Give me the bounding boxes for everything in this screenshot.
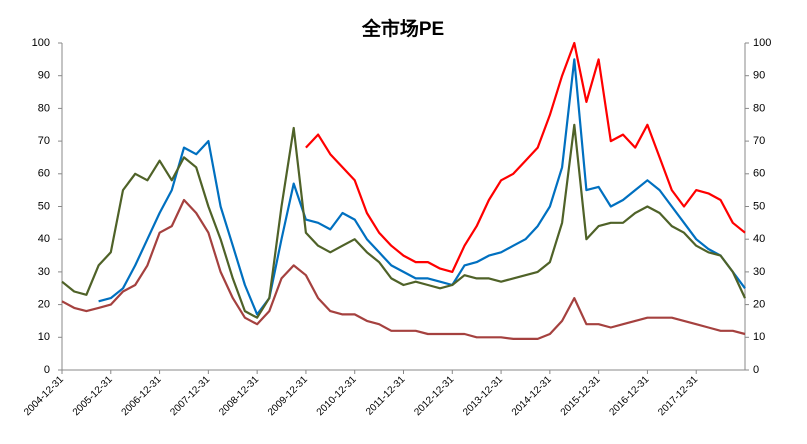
y-tick-label: 0 (44, 364, 50, 376)
series-line (98, 58, 746, 316)
y2-tick-label: 40 (753, 233, 765, 245)
series-line (305, 41, 746, 273)
x-tick-label: 2005-12-31 (71, 374, 115, 418)
y-tick-label: 20 (38, 299, 50, 311)
x-tick-label: 2012-12-31 (412, 374, 456, 418)
y2-tick-label: 100 (753, 37, 771, 49)
y2-tick-label: 70 (753, 135, 765, 147)
series-line (61, 123, 746, 319)
x-tick-label: 2004-12-31 (22, 374, 66, 418)
y2-tick-label: 30 (753, 266, 765, 278)
y-tick-label: 30 (38, 266, 50, 278)
y2-tick-label: 90 (753, 70, 765, 82)
x-tick-label: 2015-12-31 (559, 374, 603, 418)
y2-tick-label: 50 (753, 200, 765, 212)
y2-tick-label: 20 (753, 299, 765, 311)
y2-tick-label: 0 (753, 364, 759, 376)
y2-tick-label: 60 (753, 168, 765, 180)
x-tick-label: 2017-12-31 (656, 374, 700, 418)
y2-tick-label: 10 (753, 331, 765, 343)
x-tick-label: 2009-12-31 (266, 374, 310, 418)
y-tick-label: 70 (38, 135, 50, 147)
x-tick-label: 2016-12-31 (607, 374, 651, 418)
y-tick-label: 100 (32, 37, 50, 49)
y-tick-label: 90 (38, 70, 50, 82)
x-tick-label: 2014-12-31 (510, 374, 554, 418)
x-tick-label: 2011-12-31 (364, 374, 408, 418)
chart-title: 全市场PE (361, 17, 444, 40)
y-tick-label: 50 (38, 200, 50, 212)
series-line (61, 198, 746, 340)
y2-tick-label: 80 (753, 102, 765, 114)
x-tick-label: 2007-12-31 (168, 374, 212, 418)
x-tick-label: 2010-12-31 (315, 374, 359, 418)
y-tick-label: 80 (38, 102, 50, 114)
y-tick-label: 60 (38, 168, 50, 180)
y-tick-label: 40 (38, 233, 50, 245)
x-tick-label: 2006-12-31 (120, 374, 164, 418)
x-tick-label: 2008-12-31 (217, 374, 261, 418)
y-tick-label: 10 (38, 331, 50, 343)
x-tick-label: 2013-12-31 (461, 374, 505, 418)
